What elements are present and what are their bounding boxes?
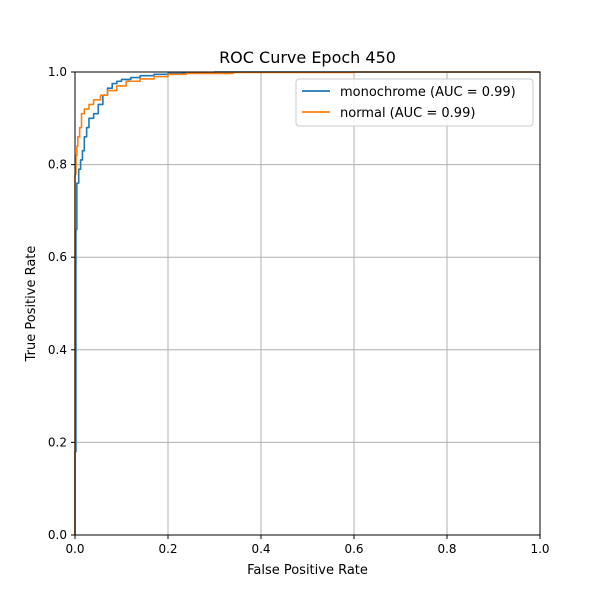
axes-frame bbox=[74, 71, 541, 536]
x-tick-label: 0.4 bbox=[251, 542, 270, 556]
plot-area bbox=[75, 72, 540, 535]
y-tick-label: 1.0 bbox=[48, 65, 67, 79]
x-axis-ticks: 0.0 0.2 0.4 0.6 0.8 1.0 bbox=[65, 535, 550, 556]
legend-label-monochrome: monochrome (AUC = 0.99) bbox=[340, 85, 516, 100]
roc-curves bbox=[74, 71, 540, 535]
x-tick-label: 0.6 bbox=[344, 542, 363, 556]
roc-curve-normal bbox=[74, 71, 540, 535]
legend-label-normal: normal (AUC = 0.99) bbox=[340, 106, 475, 121]
y-tick-label: 0.0 bbox=[48, 528, 67, 542]
chart-title: ROC Curve Epoch 450 bbox=[219, 48, 396, 67]
x-axis-label: False Positive Rate bbox=[247, 563, 368, 578]
y-tick-label: 0.8 bbox=[48, 158, 67, 172]
legend: monochrome (AUC = 0.99) normal (AUC = 0.… bbox=[295, 78, 534, 127]
y-tick-label: 0.4 bbox=[48, 343, 67, 357]
y-tick-label: 0.2 bbox=[48, 435, 67, 449]
y-axis-label: True Positive Rate bbox=[24, 246, 39, 363]
x-tick-label: 0.0 bbox=[65, 542, 84, 556]
y-tick-label: 0.6 bbox=[48, 250, 67, 264]
legend-box bbox=[295, 78, 534, 127]
x-tick-label: 0.8 bbox=[437, 542, 456, 556]
y-axis-ticks: 0.0 0.2 0.4 0.6 0.8 1.0 bbox=[48, 65, 75, 542]
grid-lines bbox=[74, 71, 541, 536]
x-tick-label: 1.0 bbox=[530, 542, 549, 556]
x-tick-label: 0.2 bbox=[158, 542, 177, 556]
